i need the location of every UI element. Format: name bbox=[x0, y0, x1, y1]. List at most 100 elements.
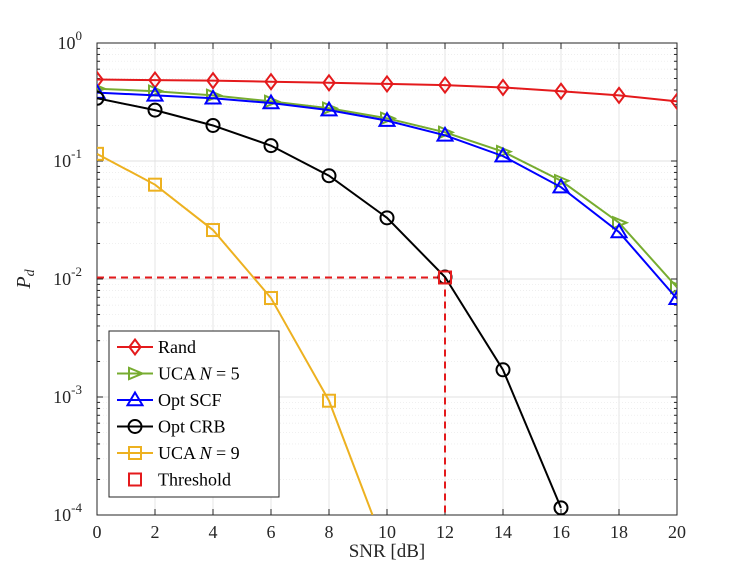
series-5 bbox=[438, 270, 452, 285]
legend-item: Rand bbox=[117, 337, 196, 357]
data-point bbox=[551, 177, 571, 194]
series-2 bbox=[97, 83, 677, 306]
data-point bbox=[670, 92, 677, 111]
axes bbox=[96, 42, 678, 516]
y-tick-label-exponent: -3 bbox=[71, 382, 82, 397]
x-axis-label: SNR [dB] bbox=[349, 541, 426, 562]
data-point bbox=[670, 280, 677, 295]
legend-label: UCA N = 9 bbox=[158, 443, 240, 463]
series-line bbox=[97, 78, 677, 103]
legend-box bbox=[108, 330, 280, 498]
x-tick-label: 4 bbox=[209, 522, 218, 542]
data-point bbox=[609, 222, 629, 239]
threshold-lines bbox=[97, 276, 446, 515]
legend-label: UCA N = 5 bbox=[158, 364, 240, 384]
data-point bbox=[148, 177, 162, 192]
data-point bbox=[261, 93, 281, 110]
legend-label-suffix: = 9 bbox=[212, 443, 240, 463]
x-tick-label: 16 bbox=[552, 522, 570, 542]
legend-label-text: Threshold bbox=[158, 470, 231, 490]
data-point bbox=[97, 146, 104, 161]
x-tick-label: 8 bbox=[325, 522, 334, 542]
legend-label-italic: N bbox=[199, 443, 213, 463]
data-point bbox=[319, 100, 339, 117]
y-axis-label: Pd bbox=[13, 268, 38, 289]
data-point bbox=[321, 168, 337, 184]
legend-label: Opt CRB bbox=[158, 417, 226, 437]
x-tick-label: 6 bbox=[267, 522, 276, 542]
data-point bbox=[667, 289, 677, 306]
data-point bbox=[203, 88, 223, 105]
data-point bbox=[264, 72, 278, 91]
data-point bbox=[553, 500, 569, 515]
series-line bbox=[97, 87, 677, 288]
legend-label-text: Opt CRB bbox=[158, 417, 226, 437]
legend-item: UCA N = 9 bbox=[117, 443, 240, 463]
legend-item: Opt CRB bbox=[117, 417, 226, 437]
data-point bbox=[205, 117, 221, 133]
data-point bbox=[612, 86, 626, 105]
data-point bbox=[380, 74, 394, 94]
data-point bbox=[206, 71, 220, 90]
legend: Rand UCA N = 5 Opt SCF Opt CRB UCA N = 9 Thre… bbox=[108, 330, 280, 498]
data-point bbox=[493, 146, 513, 163]
series-line bbox=[97, 91, 677, 300]
x-tick-label: 10 bbox=[378, 522, 396, 542]
data-point bbox=[379, 210, 395, 226]
data-point bbox=[263, 138, 279, 154]
legend-marker bbox=[127, 419, 143, 434]
y-tick-label-exponent: -4 bbox=[71, 500, 82, 515]
data-point bbox=[97, 70, 104, 89]
x-tick-label: 18 bbox=[610, 522, 628, 542]
legend-marker bbox=[125, 390, 145, 407]
legend-marker bbox=[128, 472, 142, 487]
legend-label-text: UCA bbox=[158, 443, 200, 463]
data-point bbox=[322, 73, 336, 92]
x-tick-label: 0 bbox=[93, 522, 102, 542]
y-axis-label-sub: d bbox=[23, 268, 38, 276]
data-point bbox=[495, 362, 511, 378]
y-tick-label: 10-1 bbox=[53, 146, 82, 171]
series bbox=[97, 70, 677, 515]
legend-label: Threshold bbox=[158, 470, 231, 490]
y-tick-label-base: 10 bbox=[53, 269, 71, 289]
data-point bbox=[206, 223, 220, 238]
legend-label-italic: N bbox=[199, 364, 213, 384]
data-point bbox=[145, 85, 165, 102]
x-tick-label: 14 bbox=[494, 522, 512, 542]
data-point bbox=[554, 173, 572, 188]
y-tick-label-base: 10 bbox=[53, 151, 71, 171]
legend-marker bbox=[128, 366, 146, 381]
y-tick-label-base: 10 bbox=[53, 505, 71, 525]
y-tick-label-exponent: -1 bbox=[71, 146, 82, 161]
legend-item: Opt SCF bbox=[117, 390, 222, 410]
legend-item: Threshold bbox=[128, 470, 231, 490]
y-tick-label: 10-4 bbox=[53, 500, 82, 525]
legend-label: Rand bbox=[158, 337, 196, 357]
legend-label-suffix: = 5 bbox=[212, 364, 240, 384]
data-point bbox=[438, 270, 452, 285]
x-tick-label: 20 bbox=[668, 522, 686, 542]
data-point bbox=[496, 78, 510, 97]
data-point bbox=[322, 393, 336, 408]
y-tick-label-exponent: 0 bbox=[76, 28, 83, 43]
legend-marker bbox=[128, 446, 142, 460]
y-tick-label: 10-3 bbox=[53, 382, 82, 407]
legend-label-text: Opt SCF bbox=[158, 390, 222, 410]
y-tick-label: 100 bbox=[58, 28, 83, 53]
y-tick-label: 10-2 bbox=[53, 264, 82, 289]
legend-label: Opt SCF bbox=[158, 390, 222, 410]
data-point bbox=[438, 75, 452, 95]
data-point bbox=[377, 111, 397, 127]
legend-label-text: Rand bbox=[158, 337, 196, 357]
data-point bbox=[97, 90, 105, 106]
legend-label-text: UCA bbox=[158, 364, 200, 384]
series-4 bbox=[97, 146, 374, 515]
series-line bbox=[97, 97, 562, 509]
y-axis-label-main: P bbox=[13, 276, 35, 289]
data-point bbox=[147, 102, 163, 118]
y-tick-label-base: 10 bbox=[53, 387, 71, 407]
y-tick-label-exponent: -2 bbox=[71, 264, 82, 279]
